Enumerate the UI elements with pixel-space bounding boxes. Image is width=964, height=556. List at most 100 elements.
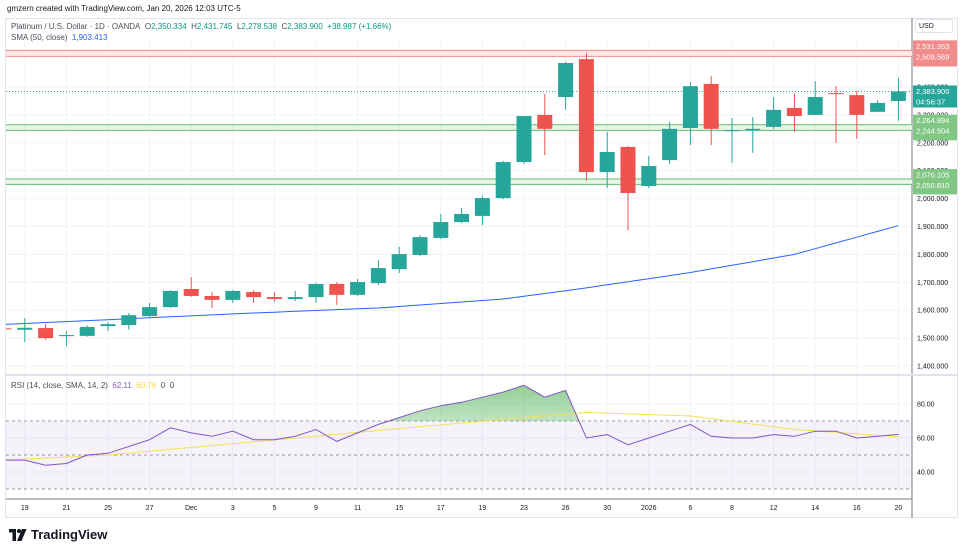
candle-up xyxy=(766,109,782,127)
candle-up xyxy=(599,152,615,173)
candle-up xyxy=(121,315,137,325)
time-axis-label: 20 xyxy=(895,505,903,512)
close-value: 2,383.900 xyxy=(287,22,323,31)
candle-up xyxy=(724,130,740,132)
rsi-extra-1: 0 xyxy=(160,381,166,390)
time-axis-label: 16 xyxy=(853,505,861,512)
candle-up xyxy=(433,222,449,238)
rsi-pane xyxy=(6,384,912,490)
time-axis-label: 25 xyxy=(104,505,112,512)
candle-down xyxy=(620,146,636,194)
price-axis-label: 1,700.000 xyxy=(917,280,948,287)
currency-button[interactable]: USD xyxy=(915,19,953,33)
last-price-tag xyxy=(913,85,957,108)
rsi-axis-label: 40.00 xyxy=(917,470,935,477)
candle-up xyxy=(391,254,407,270)
credit-text: gmzern created with TradingView.com, Jan… xyxy=(7,4,241,13)
support-zone xyxy=(6,124,912,131)
candle-up xyxy=(142,307,158,317)
candle-up xyxy=(225,290,241,300)
time-axis-label: 27 xyxy=(146,505,154,512)
rsi-sma-line xyxy=(6,411,899,461)
time-axis-label: Dec xyxy=(185,505,198,512)
tradingview-logo-icon xyxy=(9,528,27,541)
open-label: O xyxy=(144,22,152,31)
time-axis-label: 11 xyxy=(354,505,361,512)
logo-text: TradingView xyxy=(31,527,108,542)
candle-up xyxy=(558,63,574,98)
candle-down xyxy=(183,288,199,296)
candle-up xyxy=(495,162,511,199)
time-axis-label: 23 xyxy=(520,505,528,512)
candle-up xyxy=(58,335,74,337)
candle-up xyxy=(474,198,490,216)
time-axis-label: 15 xyxy=(395,505,403,512)
time-axis-label: 17 xyxy=(437,505,445,512)
candle-up xyxy=(641,165,657,187)
high-value: 2,431.745 xyxy=(196,22,233,31)
open-value: 2,350.334 xyxy=(151,22,187,31)
price-axis-label: 1,600.000 xyxy=(917,308,948,315)
sma-value: 1,903.413 xyxy=(71,33,108,42)
price-axis-label: 1,400.000 xyxy=(917,364,948,371)
sma-legend[interactable]: SMA (50, close) 1,903.413 xyxy=(11,33,108,42)
candle-up xyxy=(890,91,906,101)
candle-down xyxy=(849,95,865,115)
change-value: +38.987 (+1.66%) xyxy=(327,22,392,31)
support-2-tag-text: 2,070.105 xyxy=(916,171,949,180)
time-axis-label: 3 xyxy=(231,505,235,512)
candle-up xyxy=(682,86,698,129)
candle-up xyxy=(287,297,303,300)
support-2-tag-text: 2,050.810 xyxy=(916,181,949,190)
chart-frame xyxy=(5,18,958,518)
resistance-tag-text: 2,509.569 xyxy=(916,52,949,61)
candle-down xyxy=(578,59,594,173)
candle-down xyxy=(266,297,282,300)
time-axis-label: 9 xyxy=(314,505,318,512)
time-axis-label: 6 xyxy=(688,505,692,512)
tradingview-logo[interactable]: TradingView xyxy=(9,527,107,542)
main-pane xyxy=(6,49,912,346)
candle-down xyxy=(329,283,345,295)
rsi-axis-label: 80.00 xyxy=(917,402,935,409)
candle-up xyxy=(370,268,386,284)
candle-down xyxy=(204,295,220,300)
time-axis-label: 19 xyxy=(479,505,487,512)
rsi-axis-label: 60.00 xyxy=(917,436,935,443)
candle-up xyxy=(100,324,116,327)
candle-up xyxy=(745,128,761,131)
candle-down xyxy=(828,93,844,95)
resistance-tag xyxy=(913,40,957,67)
resistance-tag-text: 2,531.353 xyxy=(916,42,949,51)
candle-up xyxy=(350,282,366,295)
support-1-tag-text: 2,244.504 xyxy=(916,127,949,136)
candle-up xyxy=(308,283,324,298)
rsi-label: RSI (14, close, SMA, 14, 2) xyxy=(11,381,108,390)
rsi-extra-2: 0 xyxy=(169,381,175,390)
candle-up xyxy=(454,213,470,223)
countdown-text: 04:56:37 xyxy=(916,97,945,106)
rsi-legend[interactable]: RSI (14, close, SMA, 14, 2) 62.11 60.76 … xyxy=(11,381,174,390)
candle-up xyxy=(516,116,532,163)
close-label: C xyxy=(281,22,288,31)
candle-up xyxy=(79,326,95,336)
candle-down xyxy=(537,114,553,129)
time-axis-label: 12 xyxy=(770,505,778,512)
support-1-tag-text: 2,264.894 xyxy=(916,116,949,125)
time-axis-label: 21 xyxy=(63,505,71,512)
price-axis-label: 2,000.000 xyxy=(917,196,948,203)
symbol-legend: Platinum / U.S. Dollar · 1D · OANDA O2,3… xyxy=(11,22,391,31)
rsi-line xyxy=(6,384,899,466)
low-value: 2,278.538 xyxy=(241,22,277,31)
candle-up xyxy=(807,97,823,115)
support-zone xyxy=(6,179,912,185)
candle-down xyxy=(786,107,802,117)
candle-up xyxy=(412,237,428,255)
rsi-value: 62.11 xyxy=(112,381,132,390)
resistance-zone xyxy=(6,50,912,57)
candle-down xyxy=(6,328,12,330)
overbought-fill xyxy=(6,385,899,421)
symbol-title[interactable]: Platinum / U.S. Dollar · 1D · OANDA xyxy=(11,22,141,31)
support-2-tag xyxy=(913,169,957,195)
